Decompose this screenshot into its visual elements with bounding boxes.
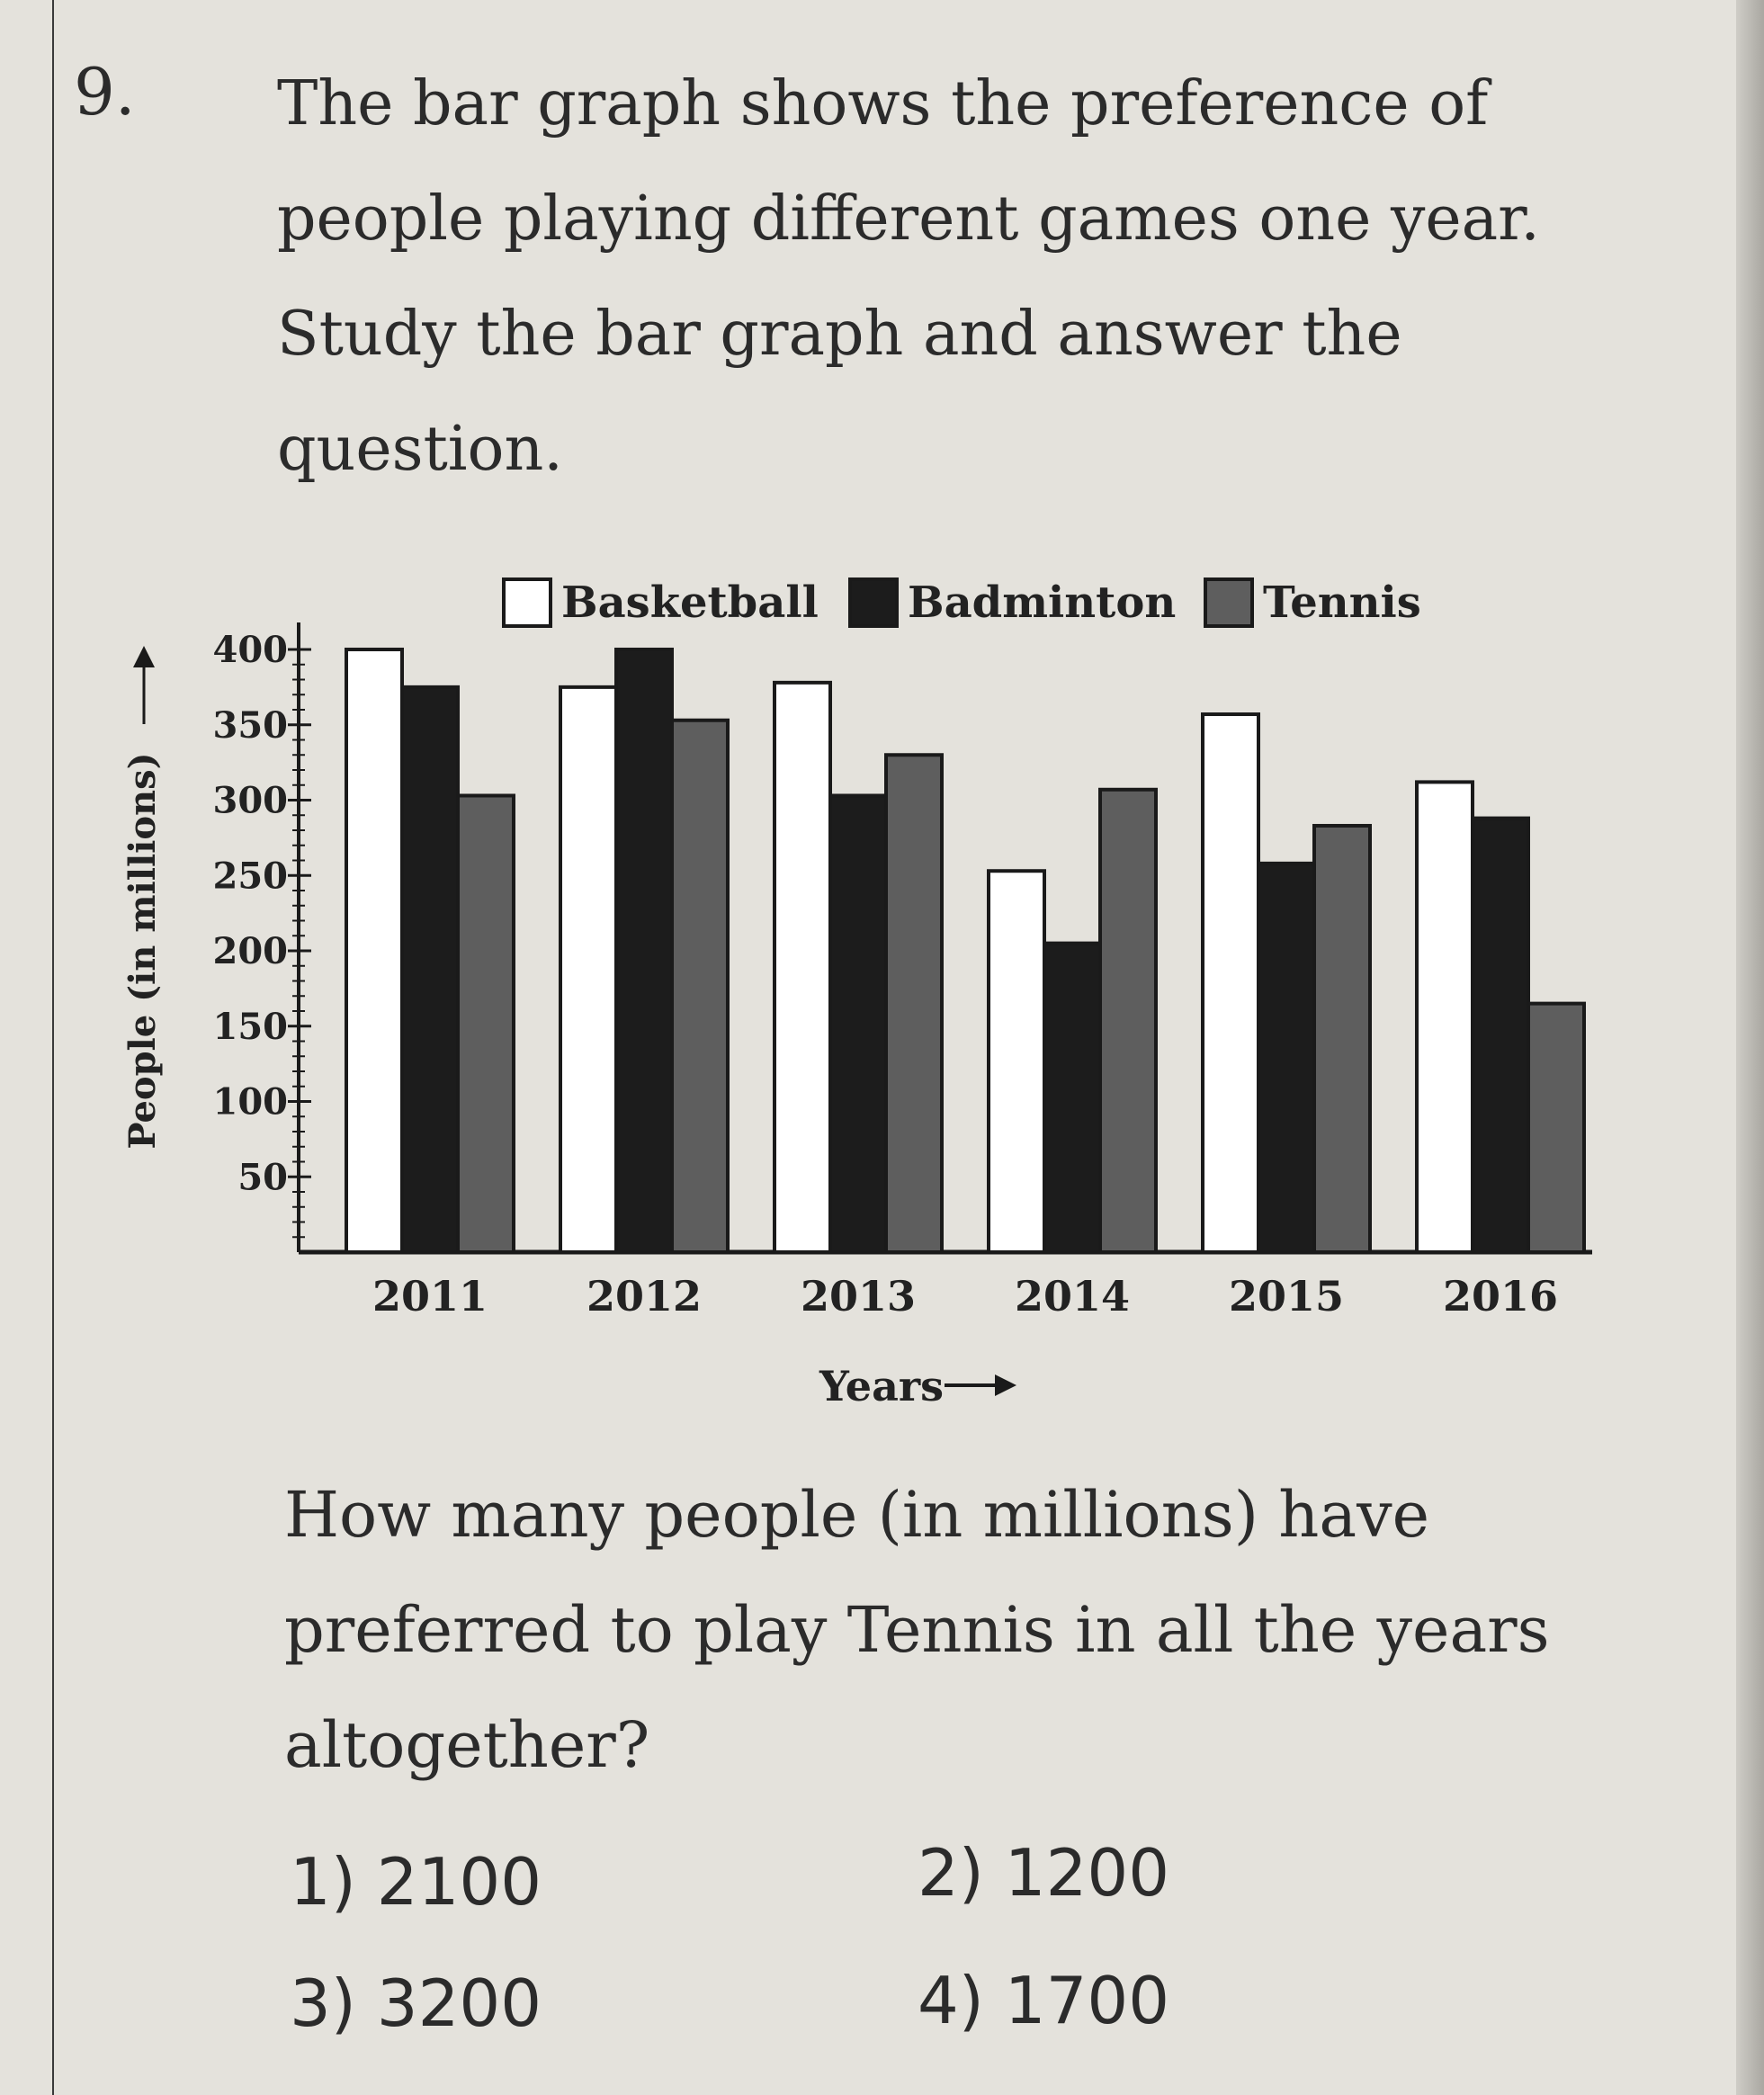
legend-label: Basketball xyxy=(561,577,819,628)
option-1[interactable]: 1) 2100 xyxy=(290,1844,542,1920)
y-tick-label: 300 xyxy=(213,780,289,822)
y-tick-label: 150 xyxy=(213,1006,289,1048)
stem-line: question. xyxy=(277,414,563,485)
bar-tennis-2015 xyxy=(1312,823,1372,1254)
y-axis-label: People (in millions) xyxy=(121,752,164,1149)
bar-badminton-2015 xyxy=(1257,861,1316,1254)
question-text: How many people (in millions) have prefe… xyxy=(284,1457,1550,1803)
stem-line: people playing different games one year. xyxy=(277,184,1540,255)
question-line: preferred to play Tennis in all the year… xyxy=(284,1593,1550,1667)
bar-tennis-2014 xyxy=(1098,787,1158,1254)
y-tick-label: 100 xyxy=(213,1081,289,1124)
option-2[interactable]: 2) 1200 xyxy=(918,1835,1170,1911)
bar-tennis-2016 xyxy=(1527,1001,1586,1254)
bar-tennis-2012 xyxy=(670,718,730,1255)
legend-swatch xyxy=(1204,577,1254,628)
x-tick-label: 2016 xyxy=(1443,1272,1558,1321)
legend-label: Badminton xyxy=(908,577,1176,628)
bar-badminton-2013 xyxy=(828,793,888,1254)
y-tick-label: 50 xyxy=(237,1156,288,1198)
page-edge xyxy=(1736,0,1764,2095)
bar-basketball-2012 xyxy=(559,685,618,1254)
legend-label: Tennis xyxy=(1263,577,1421,628)
bar-chart: 50 100 150 200 250 300 350 400 People (in millio… xyxy=(121,577,1592,1410)
question-line: altogether? xyxy=(284,1708,650,1782)
question-line: How many people (in millions) have xyxy=(284,1478,1430,1552)
bar-badminton-2012 xyxy=(614,648,674,1254)
x-tick-label: 2015 xyxy=(1229,1272,1344,1321)
y-tick-label: 400 xyxy=(213,629,289,671)
y-tick-label: 250 xyxy=(213,855,289,897)
bar-basketball-2014 xyxy=(987,869,1046,1254)
x-axis-arrow-head xyxy=(995,1374,1016,1396)
x-axis-label: Years xyxy=(819,1362,944,1410)
x-tick-label: 2014 xyxy=(1015,1272,1130,1321)
bar-tennis-2013 xyxy=(884,753,944,1254)
option-3[interactable]: 3) 3200 xyxy=(290,1965,542,2041)
question-number: 9. xyxy=(74,54,136,130)
option-4[interactable]: 4) 1700 xyxy=(918,1963,1170,2038)
x-tick-label: 2013 xyxy=(801,1272,916,1321)
bar-badminton-2016 xyxy=(1471,816,1530,1254)
bar-basketball-2016 xyxy=(1415,780,1474,1254)
question-stem: The bar graph shows the preference of pe… xyxy=(277,47,1540,507)
bar-badminton-2011 xyxy=(400,685,460,1254)
y-axis-arrow-head xyxy=(133,646,155,667)
y-tick-label: 350 xyxy=(213,704,289,747)
bar-basketball-2011 xyxy=(345,648,404,1254)
margin-rule xyxy=(52,0,54,2095)
x-tick-label: 2012 xyxy=(587,1272,702,1321)
bar-tennis-2011 xyxy=(456,793,515,1254)
legend-swatch xyxy=(848,577,899,628)
x-tick-label: 2011 xyxy=(372,1272,488,1321)
bar-badminton-2014 xyxy=(1043,941,1102,1254)
bar-basketball-2013 xyxy=(773,680,832,1255)
bar-basketball-2015 xyxy=(1201,712,1260,1254)
legend-swatch xyxy=(502,577,552,628)
stem-line: Study the bar graph and answer the xyxy=(277,299,1402,370)
y-tick-label: 200 xyxy=(213,930,289,972)
stem-line: The bar graph shows the preference of xyxy=(277,68,1489,139)
